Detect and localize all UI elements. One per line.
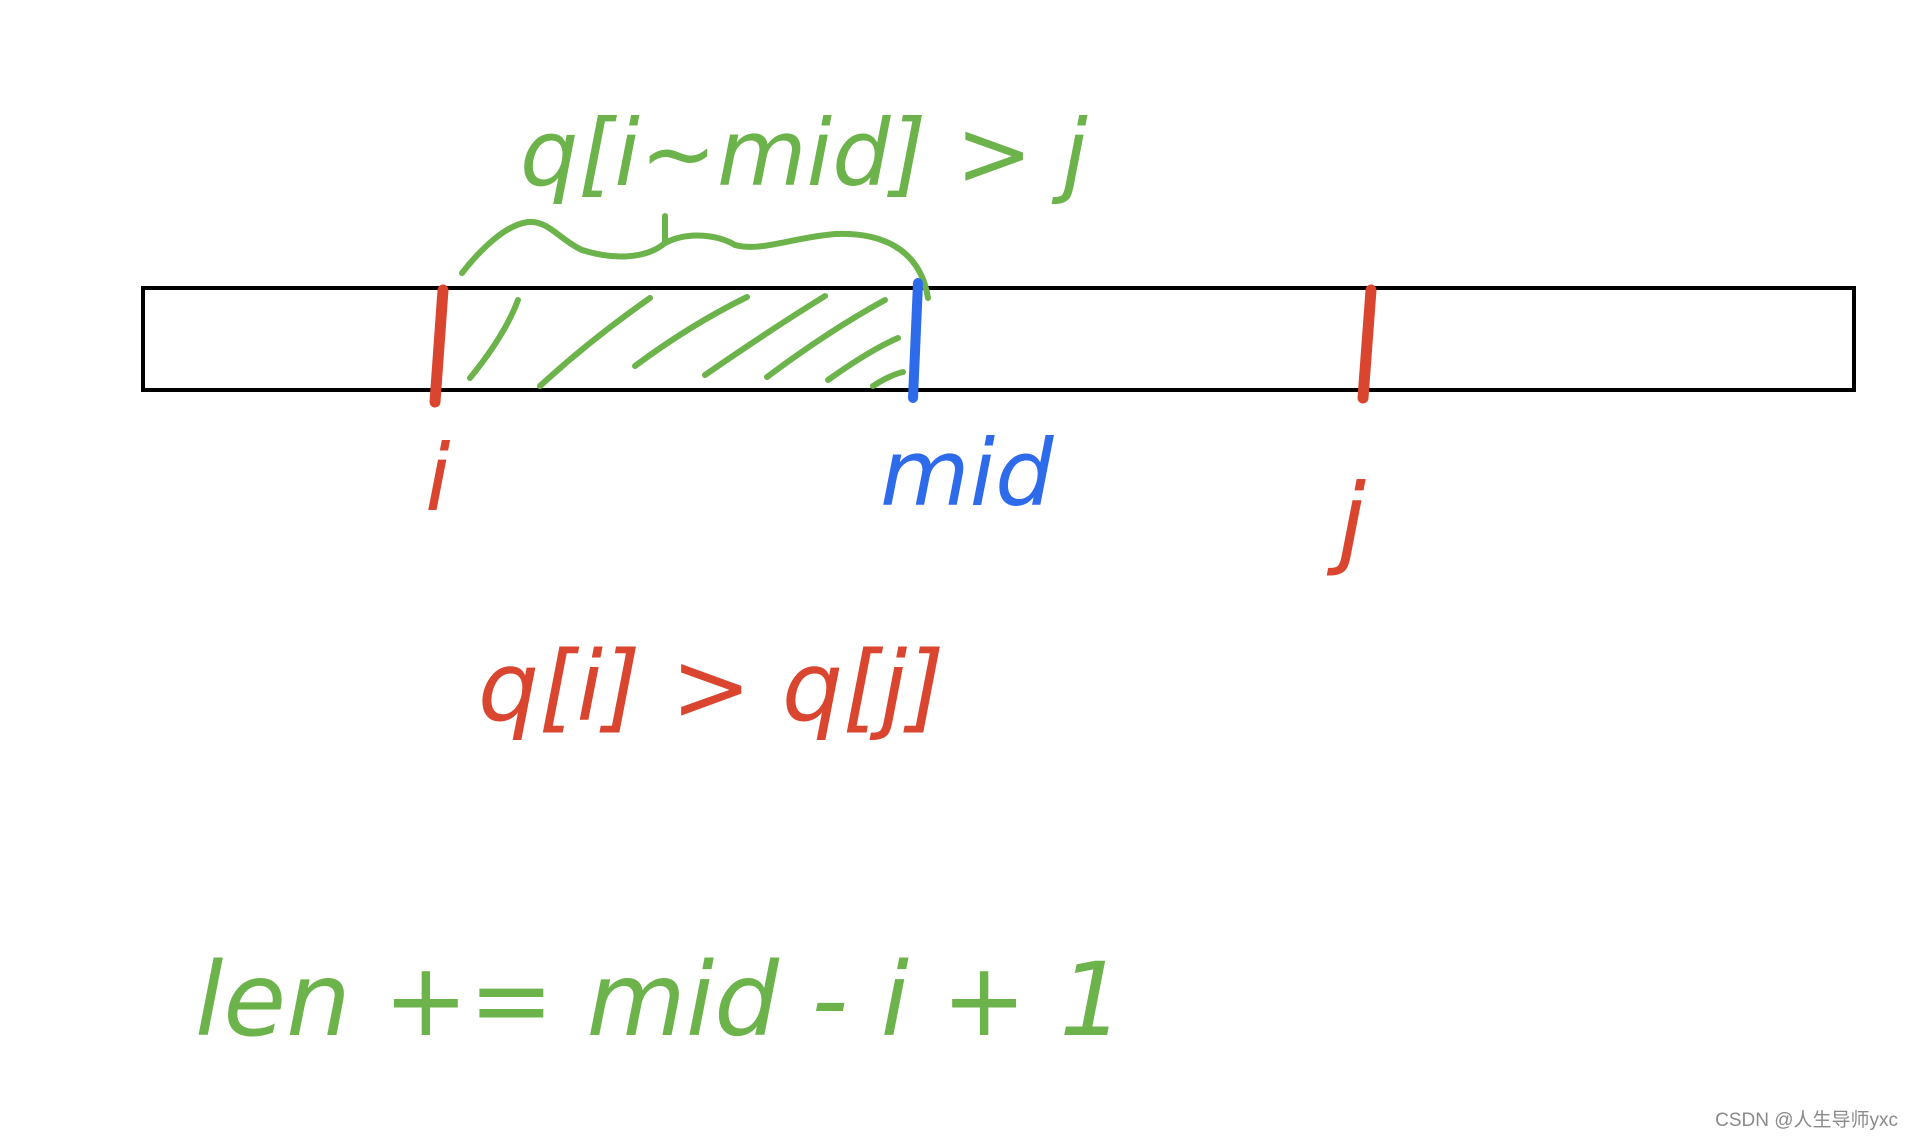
- hatched-range-i-to-mid: [467, 293, 906, 389]
- array-bar: [141, 286, 1856, 392]
- pointer-i-mark: [429, 284, 449, 408]
- watermark-text: CSDN @人生导师yxc: [1715, 1110, 1898, 1131]
- range-brace: [459, 213, 931, 301]
- pointer-mid-label: mid: [880, 420, 1054, 527]
- top-condition-label: q[i~mid] > j: [520, 100, 1088, 207]
- pointer-j-mark: [1357, 284, 1377, 404]
- pointer-i-label: i: [425, 425, 451, 532]
- pointer-mid-mark: [908, 278, 923, 403]
- formula-label: len += mid - i + 1: [195, 941, 1124, 1060]
- compare-label: q[i] > q[j]: [478, 631, 945, 743]
- pointer-j-label: j: [1326, 462, 1366, 579]
